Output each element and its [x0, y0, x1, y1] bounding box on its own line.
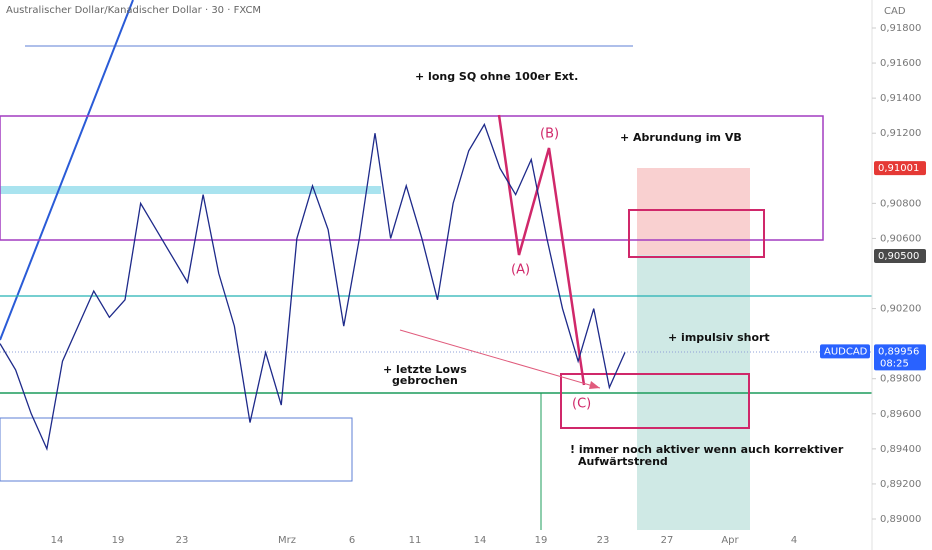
entry-box [628, 209, 765, 258]
annotation: gebrochen [392, 374, 458, 387]
range-box [0, 115, 824, 241]
wave-label: (C) [572, 397, 591, 412]
y-tick-label: 0,91400 [880, 93, 921, 104]
chart-title: Australischer Dollar/Kanadischer Dollar … [6, 5, 261, 16]
symbol-bg [820, 344, 870, 359]
x-tick-label: Mrz [278, 535, 296, 546]
y-tick-label: 0,91600 [880, 58, 921, 69]
x-tick-label: 14 [51, 535, 64, 546]
y-tick-label: 0,91800 [880, 23, 921, 34]
arrow [399, 329, 601, 389]
y-tick-label: 0,89800 [880, 374, 921, 385]
x-tick-label: 27 [661, 535, 674, 546]
annotation: + letzte Lows [383, 363, 467, 376]
price-label-bg [874, 161, 926, 176]
currency: CAD [884, 6, 906, 17]
arrow-head [589, 381, 600, 389]
zone-bar [0, 186, 381, 194]
x-tick-label: 4 [791, 535, 797, 546]
price-line [0, 122, 626, 452]
annotation: Aufwärtstrend [578, 455, 668, 468]
y-tick-label: 0,90200 [880, 304, 921, 315]
stop-zone [637, 168, 750, 255]
price-label: 0,91001 [878, 163, 919, 174]
y-tick-label: 0,89600 [880, 409, 921, 420]
y-tick-label: 0,89400 [880, 444, 921, 455]
wave-label: (B) [540, 127, 559, 142]
y-tick-label: 0,91200 [880, 128, 921, 139]
x-tick-label: 11 [409, 535, 422, 546]
x-tick-label: 23 [597, 535, 610, 546]
low-box [0, 417, 353, 482]
x-tick-label: 23 [176, 535, 189, 546]
trend-line [0, 0, 134, 341]
annotation: ! immer noch aktiver wenn auch korrektiv… [570, 443, 844, 456]
annotation: + impulsiv short [668, 331, 770, 344]
wave-label: (A) [511, 263, 530, 278]
symbol-label: AUDCAD [824, 346, 868, 357]
y-tick-label: 0,90800 [880, 198, 921, 209]
price-label-bg [874, 344, 926, 371]
y-tick-label: 0,89000 [880, 514, 921, 525]
x-tick-label: 6 [349, 535, 355, 546]
price-label-bg [874, 248, 926, 263]
x-tick-label: 19 [535, 535, 548, 546]
countdown: 08:25 [880, 358, 909, 369]
target-box [560, 373, 750, 429]
x-tick-label: 14 [474, 535, 487, 546]
price-label: 0,89956 [878, 346, 919, 357]
price-label: 0,90500 [878, 251, 919, 262]
y-tick-label: 0,89200 [880, 479, 921, 490]
annotation: + Abrundung im VB [620, 131, 742, 144]
y-tick-label: 0,90600 [880, 233, 921, 244]
abc-wave [497, 114, 586, 386]
x-tick-label: Apr [721, 535, 739, 546]
x-tick-label: 19 [112, 535, 125, 546]
annotation: + long SQ ohne 100er Ext. [415, 70, 578, 83]
